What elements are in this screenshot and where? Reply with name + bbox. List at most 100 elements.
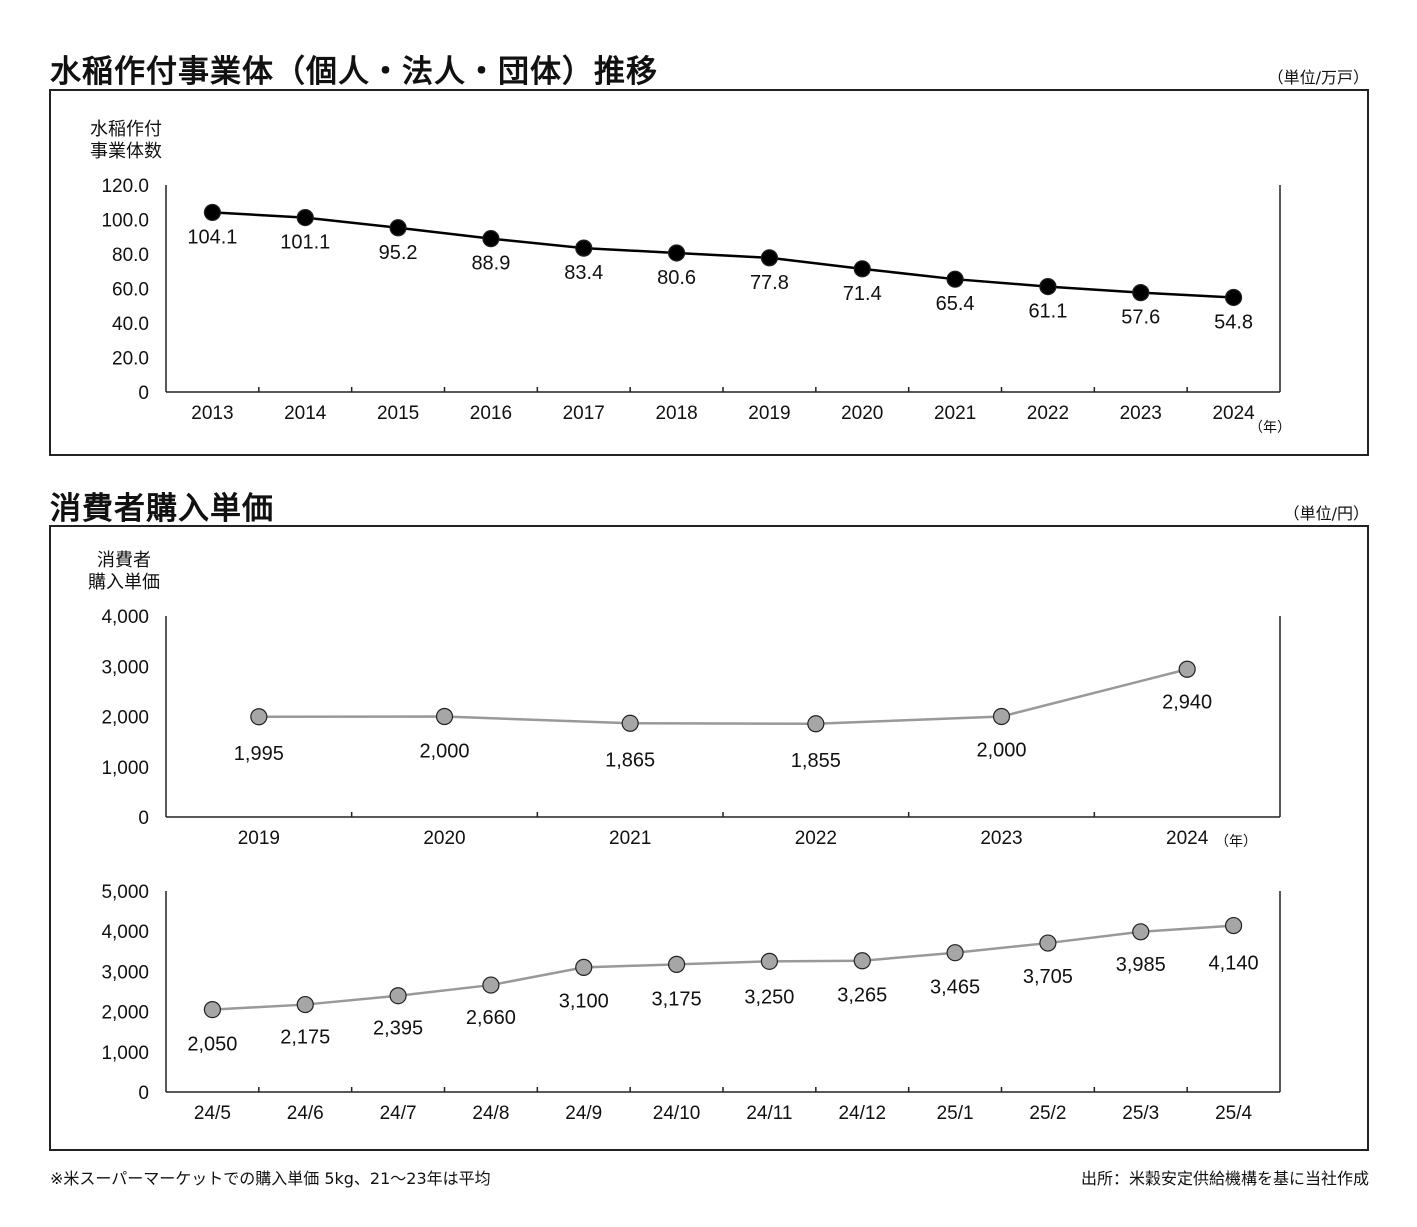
- chart1-y-tick-label: 80.0: [112, 245, 149, 266]
- chart1-y-tick-label: 20.0: [112, 349, 149, 370]
- chart3-y-tick-label: 3,000: [101, 962, 149, 983]
- chart2-x-tick-label: 2020: [423, 828, 465, 849]
- chart2-x-tick-label: 2021: [609, 828, 651, 849]
- chart1-x-tick-label: 2018: [655, 403, 697, 424]
- chart2-x-tick-label: 2022: [795, 828, 837, 849]
- chart3-x-tick-label: 25/1: [937, 1103, 974, 1124]
- chart1-x-tick-label: 2022: [1027, 403, 1069, 424]
- chart1-x-tick-label: 2016: [470, 403, 512, 424]
- footnote: ※米スーパーマーケットでの購入単価 5kg、21～23年は平均: [50, 1169, 491, 1188]
- chart1-point: [1132, 284, 1150, 302]
- chart1-data-label: 77.8: [750, 272, 789, 294]
- chart1-x-tick-label: 2014: [284, 403, 327, 424]
- chart3-x-tick-label: 25/2: [1029, 1103, 1066, 1124]
- chart3-point: [203, 1000, 222, 1019]
- chart1-point: [946, 270, 964, 288]
- chart1-y-tick-label: 0: [138, 383, 149, 404]
- chart3-data-label: 2,050: [187, 1034, 237, 1056]
- chart3-y-tick-label: 1,000: [101, 1043, 149, 1064]
- chart3-y-tick-label: 4,000: [101, 922, 149, 943]
- chart1-y-tick-label: 100.0: [101, 211, 149, 232]
- chart2-y-axis-title: 消費者: [97, 550, 151, 570]
- chart3-data-label: 3,465: [930, 977, 980, 999]
- chart3-data-label: 3,250: [744, 986, 794, 1008]
- chart3-point: [760, 952, 779, 970]
- chart2-x-unit: （年）: [1215, 833, 1257, 849]
- chart1-x-tick-label: 2019: [748, 403, 790, 424]
- chart1-point: [667, 244, 686, 262]
- chart1-data-label: 57.6: [1121, 307, 1160, 329]
- chart3-point: [667, 955, 686, 973]
- chart1-series-line: [212, 211, 1234, 299]
- chart3-point: [296, 995, 314, 1014]
- chart1-point: [575, 239, 593, 257]
- chart2-x-tick-label: 2024: [1166, 828, 1209, 849]
- chart1-panel: [49, 89, 1369, 456]
- chart3-point: [575, 958, 593, 976]
- chart3-x-tick-label: 24/10: [653, 1103, 701, 1124]
- chart3-y-tick-label: 0: [138, 1083, 149, 1104]
- chart3-series-line: [212, 924, 1234, 1011]
- chart3-x-tick-label: 24/12: [838, 1103, 886, 1124]
- chart2-point: [250, 708, 268, 726]
- chart2-x-tick-label: 2023: [980, 828, 1022, 849]
- chart3-data-label: 2,660: [466, 1007, 516, 1029]
- chart2-data-label: 2,940: [1162, 691, 1212, 713]
- chart3-data-label: 3,265: [837, 985, 887, 1007]
- chart3-x-tick-label: 24/7: [380, 1103, 417, 1124]
- chart2-point: [1178, 660, 1196, 678]
- chart2-point: [435, 707, 454, 726]
- chart3-y-tick-label: 2,000: [101, 1003, 149, 1024]
- chart2-x-tick-label: 2019: [238, 828, 280, 849]
- chart1-unit: （単位/万戸）: [1267, 68, 1369, 87]
- chart2-data-label: 2,000: [976, 740, 1026, 762]
- chart1-data-label: 95.2: [379, 242, 418, 264]
- chart3-point: [1132, 923, 1150, 941]
- chart1-x-tick-label: 2021: [934, 403, 976, 424]
- chart2-y-tick-label: 0: [138, 808, 149, 829]
- chart1-point: [1039, 278, 1057, 296]
- chart2-data-label: 2,000: [419, 741, 469, 763]
- chart2-y-tick-label: 4,000: [101, 607, 149, 628]
- chart1-x-tick-label: 2024: [1212, 403, 1255, 424]
- chart2-point: [992, 707, 1011, 726]
- chart1-point: [389, 219, 407, 237]
- chart3-data-label: 3,175: [652, 988, 702, 1010]
- chart3-y-tick-label: 5,000: [101, 882, 149, 903]
- chart1-y-axis-title: 水稲作付: [90, 119, 162, 139]
- chart1-x-tick-label: 2023: [1120, 403, 1162, 424]
- chart1-data-label: 54.8: [1214, 311, 1253, 333]
- chart3-x-tick-label: 24/5: [194, 1103, 231, 1124]
- chart3-point: [853, 952, 871, 970]
- source-note: 出所：米穀安定供給機構を基に当社作成: [1080, 1169, 1369, 1188]
- chart3-data-label: 2,395: [373, 1018, 423, 1040]
- chart3-data-label: 3,985: [1116, 954, 1166, 976]
- chart1-data-label: 88.9: [471, 253, 510, 275]
- chart1-x-tick-label: 2020: [841, 403, 883, 424]
- chart3-x-tick-label: 25/4: [1215, 1103, 1252, 1124]
- chart1-y-tick-label: 60.0: [112, 280, 149, 301]
- chart1-data-label: 61.1: [1028, 301, 1067, 323]
- chart3-point: [1224, 916, 1243, 935]
- chart2-data-label: 1,865: [605, 749, 655, 771]
- chart2-unit: （単位/円）: [1283, 504, 1369, 523]
- chart1-point: [203, 203, 222, 222]
- chart3-x-tick-label: 24/9: [565, 1103, 602, 1124]
- chart1-point: [1224, 288, 1243, 307]
- chart2-y-tick-label: 3,000: [101, 657, 149, 678]
- chart1-y-tick-label: 40.0: [112, 314, 149, 335]
- chart3-point: [482, 976, 500, 994]
- chart1-point: [482, 230, 500, 248]
- chart2-data-label: 1,855: [791, 750, 841, 772]
- chart1-x-unit: （年）: [1249, 419, 1291, 435]
- chart1-point: [760, 249, 779, 267]
- chart3-x-tick-label: 24/6: [287, 1103, 324, 1124]
- chart2-title: 消費者購入単価: [50, 491, 274, 527]
- chart3-data-label: 3,100: [559, 990, 609, 1012]
- chart3-data-label: 2,175: [280, 1027, 330, 1049]
- chart3-point: [1039, 934, 1057, 952]
- chart3-x-tick-label: 24/11: [746, 1103, 792, 1124]
- chart3-point: [389, 987, 407, 1005]
- chart1-data-label: 104.1: [187, 226, 237, 248]
